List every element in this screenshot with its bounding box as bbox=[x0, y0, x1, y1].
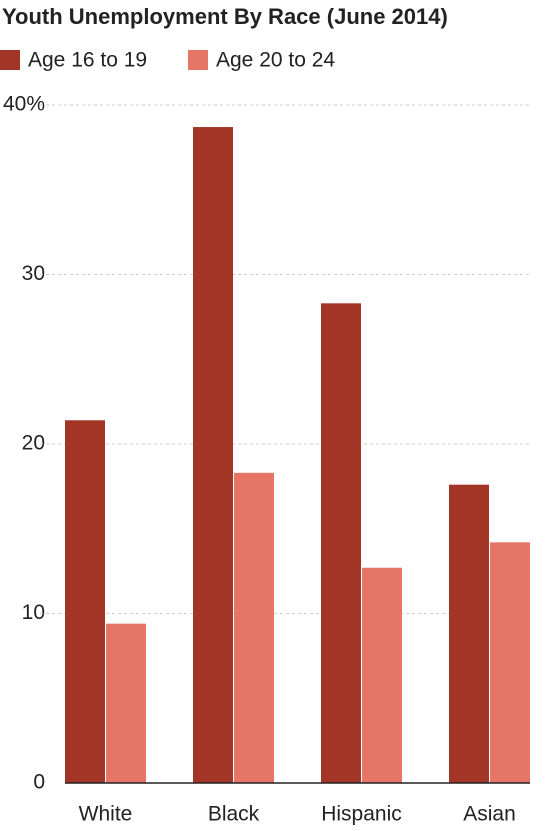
y-tick-label: 30 bbox=[22, 262, 45, 285]
bar bbox=[362, 567, 402, 783]
legend-label: Age 16 to 19 bbox=[28, 49, 147, 72]
bar bbox=[65, 420, 105, 783]
y-tick-label: 0 bbox=[33, 771, 45, 794]
bar bbox=[449, 484, 489, 783]
bar bbox=[321, 303, 361, 783]
y-tick-label: 10 bbox=[22, 601, 45, 624]
bar bbox=[490, 542, 530, 783]
bar bbox=[106, 623, 146, 783]
y-tick-label: 20 bbox=[22, 432, 45, 455]
x-tick-label: Black bbox=[208, 803, 260, 826]
legend-swatch bbox=[188, 50, 208, 70]
x-tick-label: Hispanic bbox=[321, 803, 402, 826]
x-tick-label: Asian bbox=[463, 803, 516, 826]
legend-label: Age 20 to 24 bbox=[216, 49, 335, 72]
x-tick-label: White bbox=[79, 803, 133, 826]
chart-title: Youth Unemployment By Race (June 2014) bbox=[2, 4, 448, 29]
bar bbox=[193, 127, 233, 783]
legend-swatch bbox=[0, 50, 20, 70]
bar bbox=[234, 472, 274, 783]
y-tick-label: 40% bbox=[3, 93, 45, 116]
